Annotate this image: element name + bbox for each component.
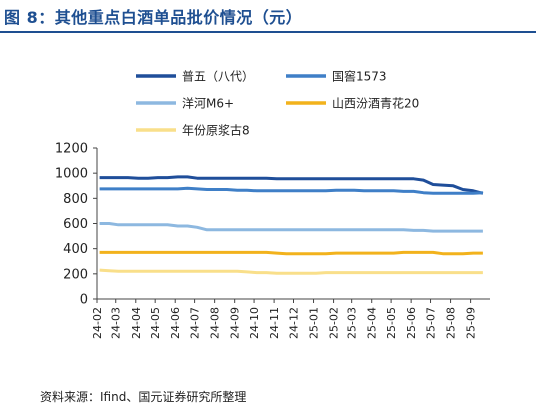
series-lines [99, 175, 484, 275]
x-tick-label: 24-05 [149, 307, 162, 339]
series-line-2 [99, 186, 483, 195]
legend-label-3: 洋河M6+ [182, 96, 234, 111]
x-tick-label: 25-01 [308, 307, 321, 339]
figure-title: 图 8：其他重点白酒单品批价情况（元） [4, 8, 303, 27]
x-tick-label: 24-06 [169, 307, 182, 339]
y-tick-label: 400 [63, 242, 88, 257]
series-line-3 [99, 222, 483, 233]
series-line-1 [99, 175, 484, 195]
legend-label-4: 山西汾酒青花20 [332, 96, 419, 111]
y-tick-label: 600 [63, 217, 88, 232]
legend: 普五（八代） 国窖1573 洋河M6+ 山西汾酒青花20 年份原浆古8 [136, 69, 419, 138]
x-tick-label: 25-09 [465, 307, 478, 339]
title-divider [0, 31, 536, 33]
legend-label-2: 国窖1573 [332, 69, 387, 84]
y-tick-label: 800 [63, 192, 88, 207]
x-tick-label: 25-06 [405, 307, 418, 339]
series-line-4 [99, 250, 483, 256]
x-tick-label: 25-03 [346, 307, 359, 339]
x-tick-label: 24-08 [209, 307, 222, 339]
x-tick-label: 25-07 [425, 307, 438, 339]
y-tick-label: 1200 [55, 142, 88, 157]
x-tick-label: 24-02 [91, 307, 104, 339]
y-tick-label: 1000 [55, 167, 88, 182]
x-tick-label: 24-11 [268, 307, 281, 339]
source-note: 资料来源：Ifind、国元证券研究所整理 [40, 390, 247, 404]
x-tick-label: 25-05 [385, 307, 398, 339]
y-tick-label: 0 [80, 293, 88, 308]
x-tick-label: 24-04 [130, 307, 143, 339]
axes: 0 200 400 600 800 1000 1200 24-02 24-03 24-04 24-0… [55, 142, 490, 339]
x-tick-label: 24-12 [288, 307, 301, 339]
x-tick-label: 24-03 [110, 307, 123, 339]
x-tick-label: 25-08 [445, 307, 458, 339]
x-tick-label: 24-10 [248, 307, 261, 339]
x-tick-label: 25-04 [366, 307, 379, 339]
legend-label-1: 普五（八代） [182, 70, 254, 84]
x-tick-label: 25-02 [328, 307, 341, 339]
x-tick-label: 24-07 [189, 307, 202, 339]
legend-label-5: 年份原浆古8 [182, 123, 250, 138]
y-tick-label: 200 [63, 267, 88, 282]
x-tick-label: 24-09 [229, 307, 242, 339]
series-line-5 [99, 268, 483, 275]
